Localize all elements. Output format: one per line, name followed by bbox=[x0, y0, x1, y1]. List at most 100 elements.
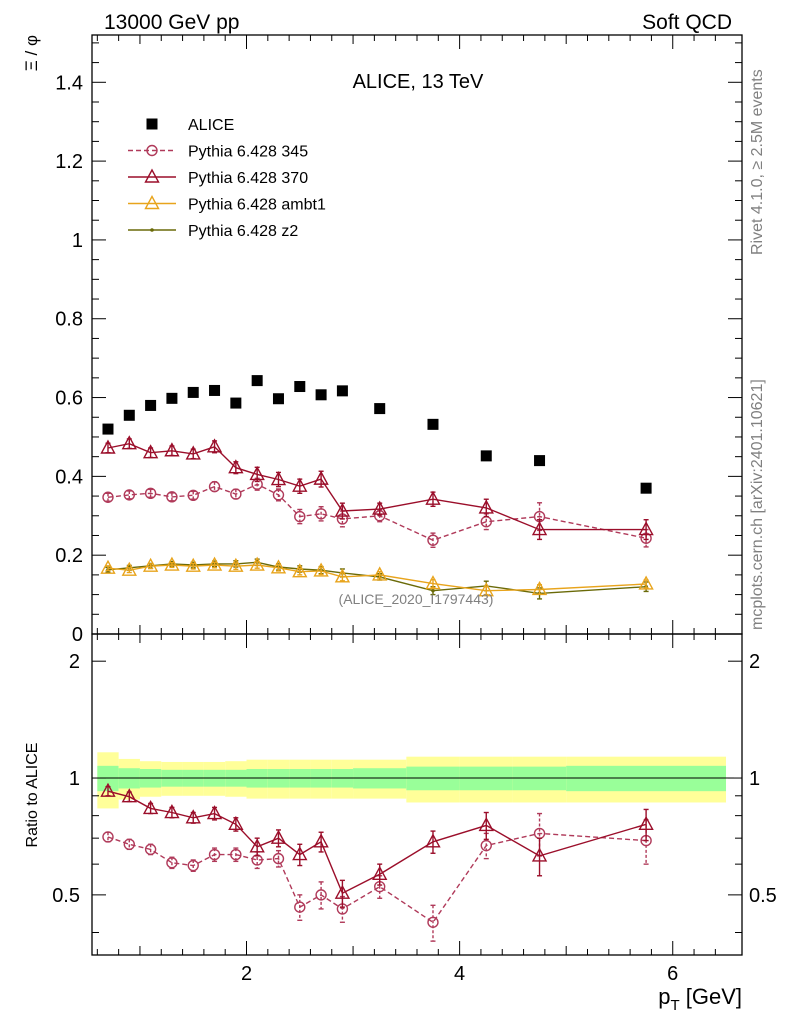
pythia-6-428-ambt1-point bbox=[334, 568, 351, 583]
pythia-6-428-370-point bbox=[638, 521, 654, 536]
alice-point bbox=[102, 423, 114, 435]
ratio-pythia-6-428-345-point bbox=[123, 838, 135, 850]
main-plot-panel: 0 0.2 0.4 0.6 0.8 1 1.2 1.4 ALICE, 13 TeV (ALIC… bbox=[22, 34, 743, 646]
alice-point bbox=[374, 403, 386, 415]
ratio-pythia-6-428-345-point bbox=[427, 916, 439, 928]
pythia-6-428-ambt1-point bbox=[372, 566, 388, 581]
ratio-pythia-6-428-370-line bbox=[107, 790, 647, 895]
pythia-6-428-ambt1-point bbox=[121, 561, 137, 576]
ratio-y-tick-label-left: 2 bbox=[69, 651, 80, 673]
x-axis-label: pT [GeV] bbox=[658, 984, 742, 1014]
legend-pythia-6-428-345-label: Pythia 6.428 345 bbox=[188, 144, 308, 161]
legend-pythia-6-428-345-marker bbox=[146, 144, 158, 157]
ratio-pythia-6-428-370-point bbox=[270, 829, 287, 844]
ratio-pythia-6-428-345-point bbox=[315, 889, 327, 901]
header-energy-label: 13000 GeV pp bbox=[104, 11, 239, 34]
ratio-pythia-6-428-370-point bbox=[121, 788, 137, 803]
ratio-pythia-6-428-370-point bbox=[164, 804, 180, 819]
pythia-6-428-345-point bbox=[187, 489, 199, 501]
pythia-6-428-ambt1-point bbox=[206, 556, 223, 571]
ratio-y-tick-label-left: 0.5 bbox=[52, 885, 80, 907]
pythia-6-428-370-point bbox=[249, 465, 265, 481]
pythia-6-428-345-point bbox=[294, 510, 306, 523]
x-axis-label-unit: [GeV] bbox=[686, 984, 742, 1009]
pythia-6-428-ambt1-point bbox=[292, 563, 308, 578]
pythia-6-428-370-point bbox=[121, 435, 137, 450]
main-y-tick-label: 1.2 bbox=[55, 151, 83, 173]
alice-point bbox=[427, 418, 439, 430]
main-y-tick-label: 0.6 bbox=[55, 388, 83, 410]
pythia-6-428-370-point bbox=[142, 444, 159, 459]
alice-point bbox=[123, 409, 135, 421]
ratio-pythia-6-428-370-point bbox=[206, 805, 223, 820]
pythia-6-428-ambt1-point bbox=[100, 559, 116, 574]
pythia-6-428-ambt1-point bbox=[313, 562, 329, 577]
ratio-pythia-6-428-345-point bbox=[166, 857, 178, 869]
x-tick-label: 4 bbox=[454, 963, 465, 985]
alice-point bbox=[251, 375, 263, 387]
alice-point bbox=[272, 393, 284, 405]
ratio-pythia-6-428-345-point bbox=[102, 831, 114, 843]
alice-point bbox=[294, 381, 306, 393]
ratio-pythia-6-428-345-point bbox=[480, 839, 492, 852]
pythia-6-428-345-point bbox=[208, 480, 221, 493]
ratio-plot-marks bbox=[97, 752, 734, 942]
pythia-6-428-ambt1-point bbox=[478, 582, 494, 597]
ratio-y-tick-label-right: 1 bbox=[749, 768, 760, 790]
alice-point bbox=[534, 455, 546, 467]
ratio-pythia-6-428-345-point bbox=[187, 859, 199, 872]
main-plot-axes: 0 0.2 0.4 0.6 0.8 1 1.2 1.4 bbox=[55, 34, 743, 646]
pythia-6-428-370-point bbox=[228, 459, 244, 474]
ratio-y-axis-label: Ratio to ALICE bbox=[24, 743, 41, 848]
pythia-6-428-ambt1-point bbox=[425, 575, 441, 590]
legend: ALICE Pythia 6.428 345 Pythia 6.428 370 Pyt… bbox=[128, 117, 326, 240]
main-y-tick-label: 1 bbox=[72, 230, 83, 252]
pythia-6-428-370-point bbox=[270, 471, 287, 486]
x-tick-label: 6 bbox=[667, 963, 678, 985]
ratio-pythia-6-428-370-point bbox=[100, 782, 116, 797]
alice-point bbox=[187, 386, 199, 398]
ratio-pythia-6-428-370-point bbox=[185, 809, 201, 824]
alice-point bbox=[480, 450, 492, 462]
ratio-pythia-6-428-370-point bbox=[334, 884, 351, 899]
pythia-6-428-ambt1-point bbox=[228, 557, 244, 572]
x-axis-label-sub: T bbox=[670, 997, 679, 1014]
ratio-pythia-6-428-370-point bbox=[142, 799, 159, 815]
legend-alice-marker bbox=[146, 118, 158, 130]
pythia-6-428-370-point bbox=[164, 442, 180, 457]
ratio-y-tick-label-right: 0.5 bbox=[749, 885, 777, 907]
pythia-6-428-ambt1-point bbox=[249, 556, 265, 571]
legend-pythia-6-428-ambt1-marker bbox=[144, 195, 160, 210]
legend-pythia-6-428-370-label: Pythia 6.428 370 bbox=[188, 170, 308, 187]
ratio-pythia-6-428-370-point bbox=[425, 833, 441, 848]
ratio-pythia-6-428-345-point bbox=[272, 852, 285, 865]
pythia-6-428-ambt1-point bbox=[164, 556, 180, 571]
pythia-6-428-370-point bbox=[372, 500, 388, 515]
main-plot-marks bbox=[100, 375, 654, 600]
pythia-6-428-345-point bbox=[230, 488, 242, 500]
pythia-6-428-370-point bbox=[292, 477, 308, 492]
ratio-pythia-6-428-345-point bbox=[294, 901, 306, 913]
pythia-6-428-370-point bbox=[206, 438, 223, 453]
main-y-tick-label: 0.2 bbox=[55, 545, 83, 567]
alice-point bbox=[336, 385, 348, 397]
pythia-6-428-370-point bbox=[531, 521, 548, 536]
pythia-6-428-370-point bbox=[185, 445, 201, 460]
rivet-version-label: Rivet 4.1.0, ≥ 2.5M events bbox=[749, 69, 766, 255]
legend-pythia-6-428-ambt1-label: Pythia 6.428 ambt1 bbox=[188, 197, 326, 214]
legend-alice-label: ALICE bbox=[188, 117, 234, 134]
x-axis-label-main: p bbox=[658, 984, 670, 1009]
pythia-6-428-370-point bbox=[478, 499, 494, 514]
pythia-6-428-345-point bbox=[427, 534, 439, 546]
main-y-axis-label: Ξ / φ bbox=[22, 35, 41, 71]
ratio-pythia-6-428-370-point bbox=[638, 815, 654, 830]
plot-title: ALICE, 13 TeV bbox=[353, 71, 484, 93]
ratio-y-tick-label-left: 1 bbox=[69, 768, 80, 790]
pythia-6-428-370-point bbox=[425, 490, 441, 505]
pythia-6-428-345-point bbox=[272, 489, 285, 501]
pythia-6-428-370-point bbox=[313, 470, 329, 485]
alice-point bbox=[166, 392, 178, 404]
ratio-plot-axes: 2 4 6 0.5 0.5 1 1 2 2 bbox=[52, 633, 777, 985]
pythia-6-428-345-point bbox=[144, 487, 157, 500]
pythia-6-428-345-point bbox=[315, 508, 327, 520]
